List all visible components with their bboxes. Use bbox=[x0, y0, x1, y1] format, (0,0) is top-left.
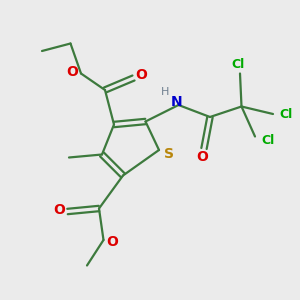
Text: S: S bbox=[164, 148, 174, 161]
Text: O: O bbox=[106, 235, 118, 248]
Text: Cl: Cl bbox=[232, 58, 245, 71]
Text: Cl: Cl bbox=[261, 134, 274, 148]
Text: Cl: Cl bbox=[279, 107, 292, 121]
Text: O: O bbox=[53, 203, 65, 217]
Text: H: H bbox=[161, 87, 169, 98]
Text: O: O bbox=[196, 150, 208, 164]
Text: O: O bbox=[135, 68, 147, 82]
Text: O: O bbox=[67, 65, 79, 79]
Text: N: N bbox=[171, 95, 183, 109]
